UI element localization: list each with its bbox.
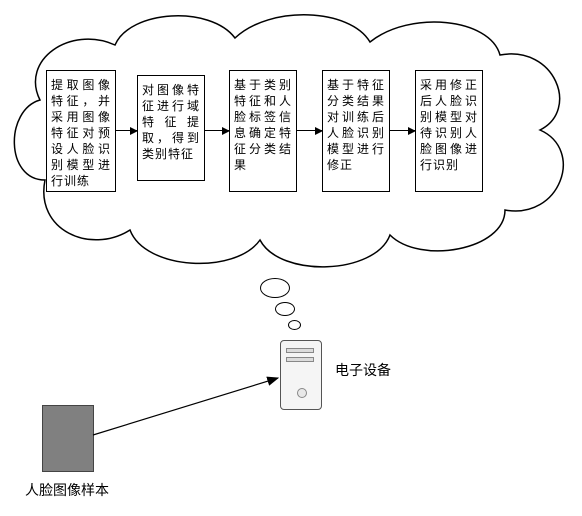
- sample-to-server-arrow: [0, 0, 582, 516]
